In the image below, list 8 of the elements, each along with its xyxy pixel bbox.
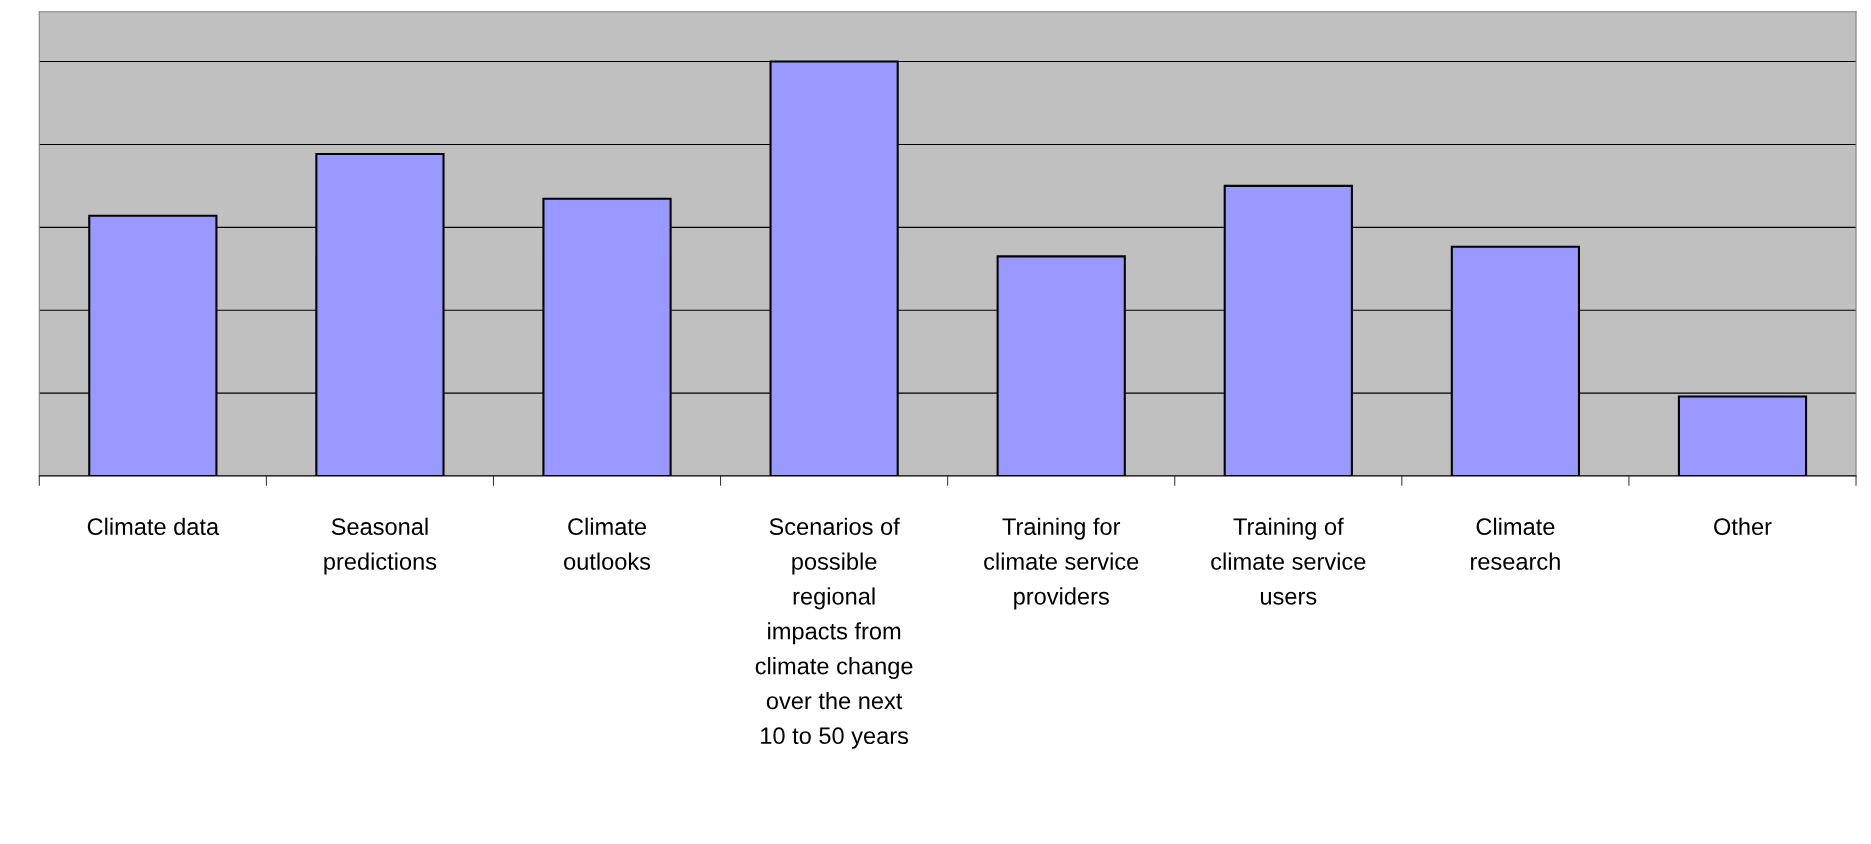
x-tick-label: Climate research [1471,517,1560,570]
x-tick-label: Seasonal predictions [324,517,437,575]
x-tick-label: Scenarios of possible regional impacts from climate change over the next 10 to 50 years [755,517,913,749]
x-tick-label: Climate outlooks [564,517,651,570]
x-tick-label: Training of climate service users [1211,517,1366,605]
x-tick-label: Other [1714,517,1772,536]
x-tick-label: Training for climate service providers [984,517,1139,610]
x-tick-label: Climate data [87,517,220,536]
